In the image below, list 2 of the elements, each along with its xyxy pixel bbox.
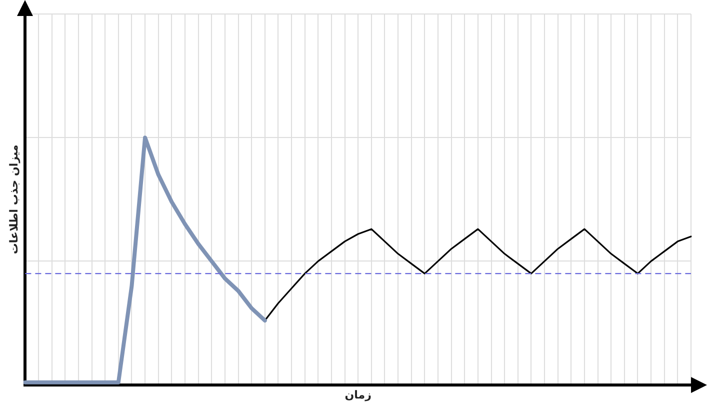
x-axis-title: زمان <box>344 388 372 402</box>
y-axis-title: میزان جذب اطلاعات <box>7 144 20 254</box>
